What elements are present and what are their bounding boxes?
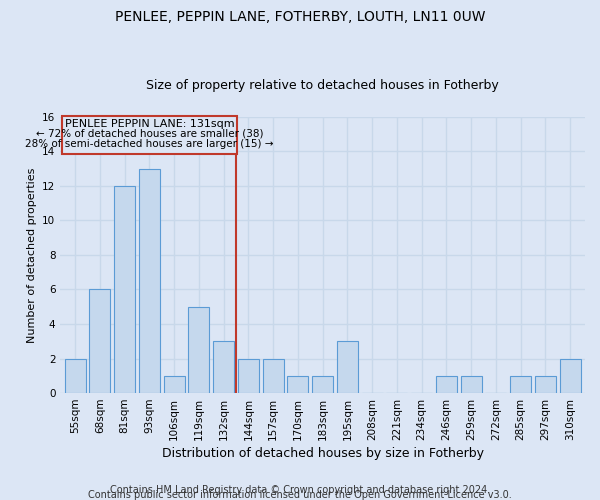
Bar (238, 358, 259, 393)
Text: Contains public sector information licensed under the Open Government Licence v3: Contains public sector information licen… (88, 490, 512, 500)
Text: PENLEE PEPPIN LANE: 131sqm: PENLEE PEPPIN LANE: 131sqm (65, 118, 234, 128)
Text: ← 72% of detached houses are smaller (38): ← 72% of detached houses are smaller (38… (35, 128, 263, 138)
Bar (65, 358, 86, 393)
Text: PENLEE, PEPPIN LANE, FOTHERBY, LOUTH, LN11 0UW: PENLEE, PEPPIN LANE, FOTHERBY, LOUTH, LN… (115, 10, 485, 24)
Text: Contains HM Land Registry data © Crown copyright and database right 2024.: Contains HM Land Registry data © Crown c… (110, 485, 490, 495)
Bar (560, 358, 581, 393)
Bar (461, 376, 482, 393)
Bar (188, 306, 209, 393)
Bar (312, 376, 333, 393)
Bar (89, 290, 110, 393)
Bar (164, 376, 185, 393)
Text: 28% of semi-detached houses are larger (15) →: 28% of semi-detached houses are larger (… (25, 140, 274, 149)
Bar (535, 376, 556, 393)
Bar (510, 376, 531, 393)
Bar (62, 116, 237, 154)
Title: Size of property relative to detached houses in Fotherby: Size of property relative to detached ho… (146, 79, 499, 92)
Bar (139, 168, 160, 393)
Bar (213, 342, 234, 393)
Bar (436, 376, 457, 393)
Y-axis label: Number of detached properties: Number of detached properties (26, 167, 37, 342)
Bar (263, 358, 284, 393)
Bar (114, 186, 135, 393)
X-axis label: Distribution of detached houses by size in Fotherby: Distribution of detached houses by size … (161, 447, 484, 460)
Bar (287, 376, 308, 393)
Bar (337, 342, 358, 393)
